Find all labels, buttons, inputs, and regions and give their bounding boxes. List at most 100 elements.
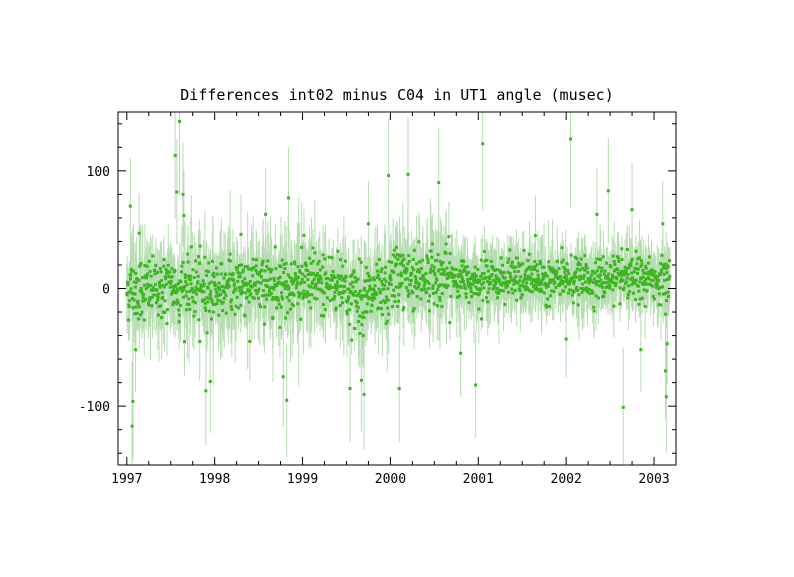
data-point — [264, 297, 268, 301]
data-point — [547, 260, 551, 264]
data-point — [179, 280, 183, 284]
data-point — [366, 290, 370, 294]
data-point — [348, 282, 352, 286]
data-point — [555, 273, 559, 277]
data-point — [409, 273, 413, 277]
data-point — [158, 285, 162, 289]
data-point — [296, 302, 300, 306]
data-point — [512, 277, 516, 281]
data-point — [372, 289, 376, 293]
data-point — [241, 279, 245, 283]
data-point — [499, 256, 503, 260]
data-point — [565, 278, 569, 282]
data-point — [182, 288, 186, 292]
data-point — [321, 253, 325, 257]
data-point — [199, 284, 203, 288]
data-point — [429, 267, 433, 271]
data-point — [480, 272, 484, 276]
data-point — [424, 291, 428, 295]
data-point — [131, 399, 135, 403]
data-point — [448, 321, 452, 325]
data-point — [317, 259, 321, 263]
data-point — [459, 280, 463, 284]
data-point — [633, 281, 637, 285]
data-point — [212, 271, 216, 275]
data-point — [513, 279, 517, 283]
data-point — [206, 270, 210, 274]
data-point — [599, 269, 603, 273]
data-point — [291, 282, 295, 286]
data-point — [155, 271, 159, 275]
data-point — [442, 268, 446, 272]
data-point — [425, 279, 429, 283]
data-point — [639, 348, 643, 352]
data-point — [406, 289, 410, 293]
data-point — [128, 290, 132, 294]
data-point — [204, 389, 208, 393]
data-point — [574, 275, 578, 279]
data-point — [256, 280, 260, 284]
data-point — [284, 316, 288, 320]
data-point — [435, 278, 439, 282]
data-point — [139, 261, 143, 265]
data-point — [630, 208, 634, 212]
data-point — [207, 282, 211, 286]
data-point — [268, 277, 272, 281]
data-point — [136, 299, 140, 303]
data-point — [474, 278, 478, 282]
y-tick-label: 0 — [102, 283, 110, 298]
data-point — [345, 312, 349, 316]
data-point — [224, 293, 228, 297]
data-point — [534, 283, 538, 287]
data-point — [546, 284, 550, 288]
data-point — [422, 273, 426, 277]
data-point — [473, 276, 477, 280]
data-point — [616, 267, 620, 271]
data-point — [333, 290, 337, 294]
data-point — [309, 285, 313, 289]
data-point — [667, 294, 671, 298]
data-point — [155, 288, 159, 292]
data-point — [222, 276, 226, 280]
data-point — [557, 267, 561, 271]
data-point — [281, 283, 285, 287]
data-point — [285, 311, 289, 315]
data-point — [427, 309, 431, 313]
data-point — [423, 281, 427, 285]
data-point — [247, 282, 251, 286]
data-point — [213, 303, 217, 307]
data-point — [478, 287, 482, 291]
data-point — [657, 278, 661, 282]
data-point — [324, 277, 328, 281]
data-point — [439, 283, 443, 287]
data-point — [576, 289, 580, 293]
data-point — [231, 290, 235, 294]
data-point — [418, 260, 422, 264]
data-point — [235, 295, 239, 299]
data-point — [575, 267, 579, 271]
data-point — [276, 296, 280, 300]
data-point — [353, 275, 357, 279]
data-point — [214, 287, 218, 291]
data-point — [236, 280, 240, 284]
data-point — [567, 272, 571, 276]
data-point — [509, 275, 513, 279]
data-point — [407, 254, 411, 258]
data-point — [657, 303, 661, 307]
data-point — [507, 257, 511, 261]
data-point — [246, 288, 250, 292]
data-point — [651, 294, 655, 298]
data-point — [633, 266, 637, 270]
data-point — [438, 298, 442, 302]
data-point — [530, 290, 534, 294]
data-point — [136, 302, 140, 306]
data-point — [331, 269, 335, 273]
data-point — [399, 284, 403, 288]
data-point — [611, 254, 615, 258]
data-point — [262, 278, 266, 282]
data-point — [558, 283, 562, 287]
data-point — [497, 288, 501, 292]
data-point — [402, 257, 406, 261]
data-point — [291, 304, 295, 308]
